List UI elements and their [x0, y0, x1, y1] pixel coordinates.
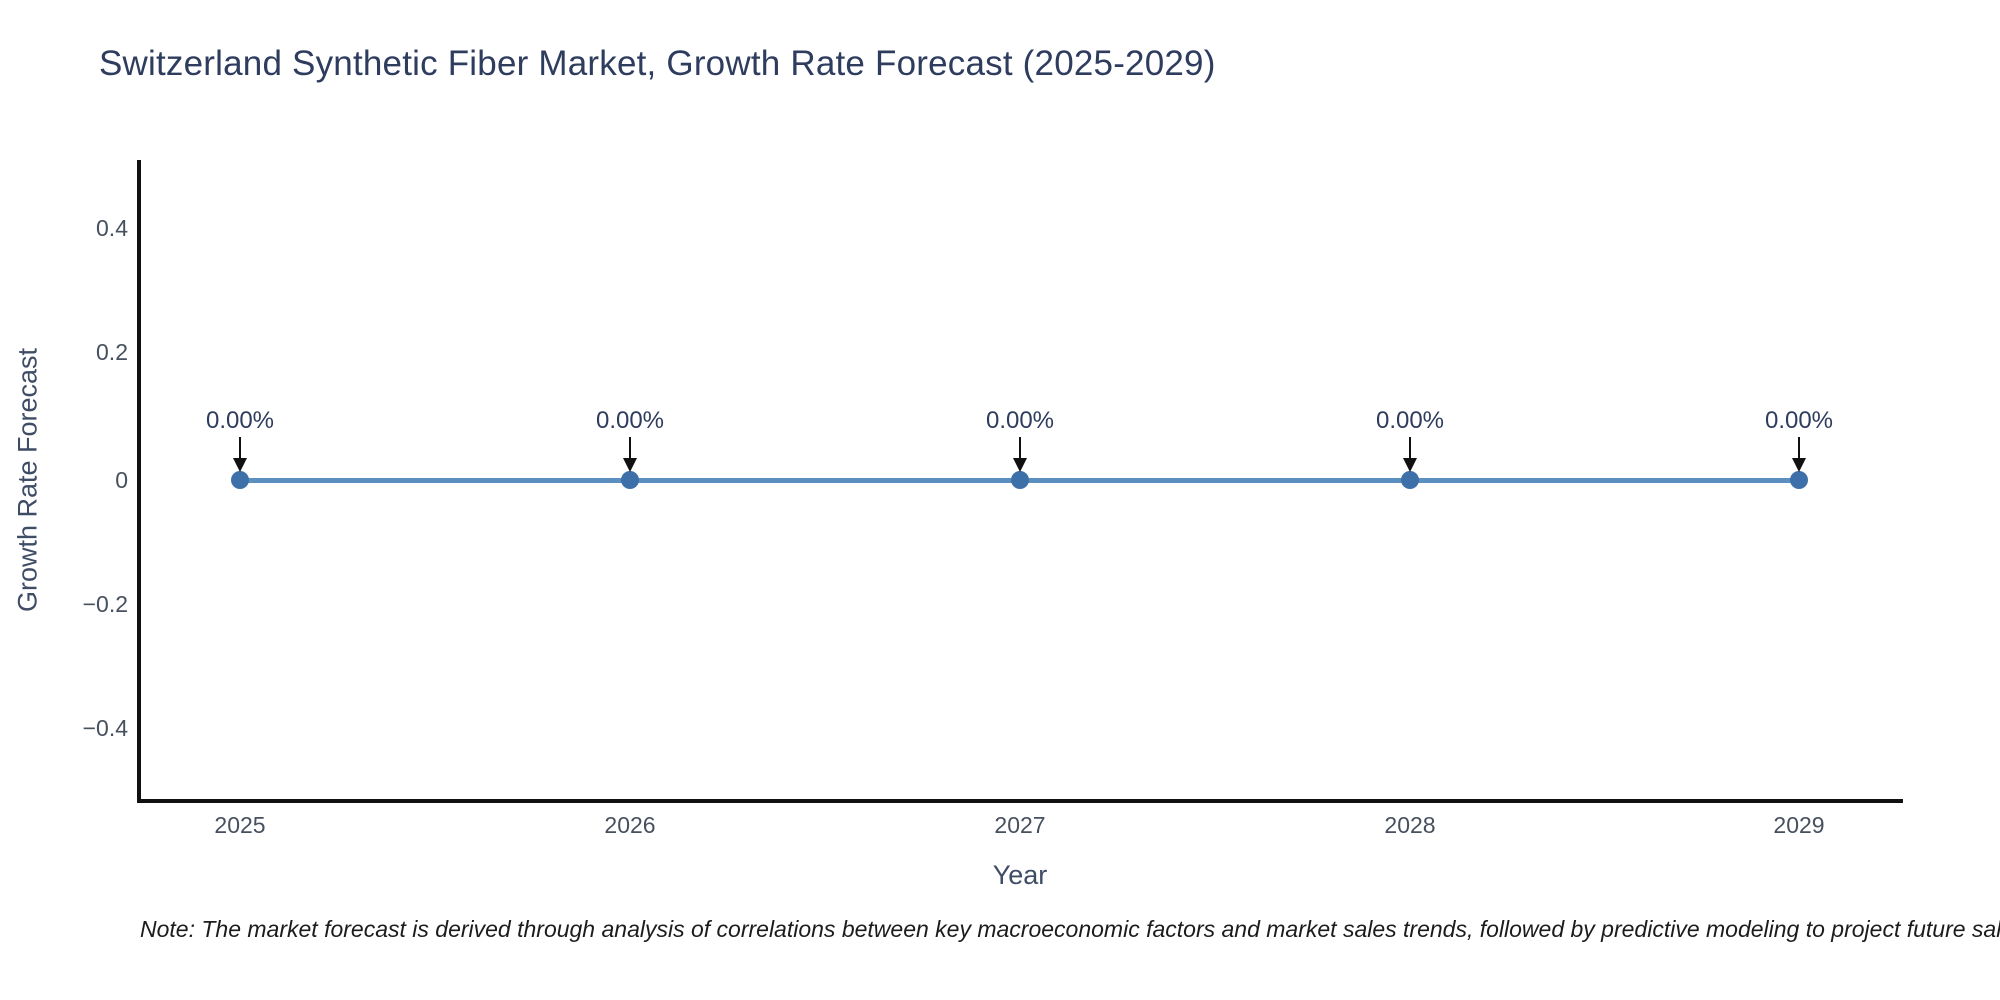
annotation-arrow-shaft	[629, 437, 631, 460]
annotation-label: 0.00%	[985, 407, 1055, 434]
annotation-label: 0.00%	[595, 407, 665, 434]
x-tick-label: 2026	[604, 812, 656, 838]
annotation-label: 0.00%	[1375, 407, 1445, 434]
arrow-down-icon	[233, 458, 247, 472]
arrow-down-icon	[1792, 458, 1806, 472]
annotation-label: 0.00%	[1764, 407, 1834, 434]
y-tick-label: −0.4	[82, 715, 128, 741]
y-tick-label: 0.2	[96, 339, 128, 365]
x-tick-label: 2027	[994, 812, 1046, 838]
annotation-arrow-shaft	[1019, 437, 1021, 460]
x-tick-label: 2025	[214, 812, 266, 838]
arrow-down-icon	[623, 458, 637, 472]
annotation-label: 0.00%	[205, 407, 275, 434]
data-point-marker[interactable]	[621, 471, 639, 489]
x-axis-line	[137, 799, 1903, 803]
data-point-marker[interactable]	[1401, 471, 1419, 489]
annotation-arrow-shaft	[1798, 437, 1800, 460]
arrow-down-icon	[1403, 458, 1417, 472]
annotation-arrow-shaft	[1409, 437, 1411, 460]
y-tick-label: 0	[115, 467, 128, 493]
x-tick-label: 2029	[1773, 812, 1825, 838]
y-tick-label: −0.2	[82, 591, 128, 617]
data-point-marker[interactable]	[1790, 471, 1808, 489]
x-axis-title: Year	[992, 860, 1048, 890]
y-tick-label: 0.4	[96, 215, 128, 241]
data-point-marker[interactable]	[1011, 471, 1029, 489]
arrow-down-icon	[1013, 458, 1027, 472]
footnote: Note: The market forecast is derived thr…	[140, 916, 2000, 942]
y-axis-line	[137, 160, 141, 803]
data-point-marker[interactable]	[231, 471, 249, 489]
annotation-arrow-shaft	[239, 437, 241, 460]
x-tick-label: 2028	[1384, 812, 1436, 838]
chart-title: Switzerland Synthetic Fiber Market, Grow…	[99, 44, 1216, 83]
